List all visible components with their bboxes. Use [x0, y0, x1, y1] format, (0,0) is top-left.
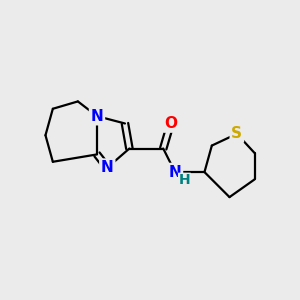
Text: N: N [169, 165, 182, 180]
Text: H: H [178, 173, 190, 187]
Text: N: N [91, 109, 103, 124]
Text: O: O [164, 116, 177, 131]
Text: S: S [231, 126, 242, 141]
Text: N: N [101, 160, 114, 175]
